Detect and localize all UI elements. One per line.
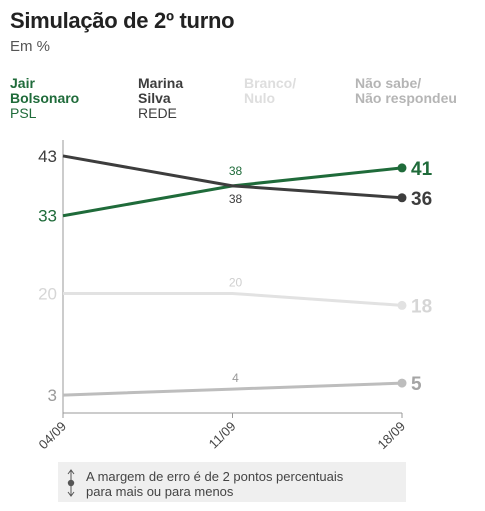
series-line bbox=[62, 154, 403, 200]
legend-party: PSL bbox=[10, 105, 37, 121]
legend-item-nao-sabe: Não sabe/ Não respondeu bbox=[355, 76, 457, 106]
error-margin-text: A margem de erro é de 2 pontos percentua… bbox=[86, 469, 344, 499]
error-margin-note: A margem de erro é de 2 pontos percentua… bbox=[58, 462, 406, 502]
x-tick-label: 11/09 bbox=[206, 419, 239, 452]
end-value-label: 18 bbox=[411, 296, 432, 317]
end-value-label: 5 bbox=[411, 374, 422, 395]
series-end-point bbox=[397, 378, 407, 388]
legend-party: REDE bbox=[138, 105, 177, 121]
legend-name: Jair Bolsonaro bbox=[10, 75, 80, 106]
line-chart: 04/09 11/09 18/09 33 38 41 43 38 36 20 20 18 3 4 5 bbox=[36, 140, 433, 453]
x-tick-label: 18/09 bbox=[375, 419, 409, 453]
series-end-point bbox=[397, 163, 407, 173]
x-tick-label: 04/09 bbox=[36, 419, 70, 453]
mid-value-label: 38 bbox=[229, 164, 243, 178]
error-margin-icon bbox=[67, 469, 75, 497]
legend-item-marina: Marina Silva REDE bbox=[138, 76, 183, 121]
start-value-label: 20 bbox=[38, 284, 57, 303]
start-value-label: 43 bbox=[38, 147, 57, 166]
end-value-label: 41 bbox=[411, 159, 433, 180]
legend-name: Branco/ Nulo bbox=[244, 75, 297, 106]
series-end-point bbox=[397, 193, 407, 203]
series-end-point bbox=[397, 300, 407, 310]
mid-value-label: 20 bbox=[229, 275, 243, 289]
chart-subtitle: Em % bbox=[10, 38, 51, 55]
mid-value-label: 38 bbox=[229, 192, 243, 206]
mid-value-label: 4 bbox=[232, 371, 239, 385]
end-value-label: 36 bbox=[411, 189, 432, 210]
series-line bbox=[63, 291, 403, 307]
start-value-label: 33 bbox=[38, 207, 57, 226]
legend-name: Não sabe/ Não respondeu bbox=[355, 75, 457, 106]
legend-item-bolsonaro: Jair Bolsonaro PSL bbox=[10, 76, 79, 121]
legend-item-branco: Branco/ Nulo bbox=[244, 76, 296, 106]
legend-name: Marina Silva bbox=[138, 75, 184, 106]
chart-title: Simulação de 2º turno bbox=[10, 8, 235, 33]
series-line bbox=[62, 381, 403, 397]
start-value-label: 3 bbox=[48, 386, 57, 405]
